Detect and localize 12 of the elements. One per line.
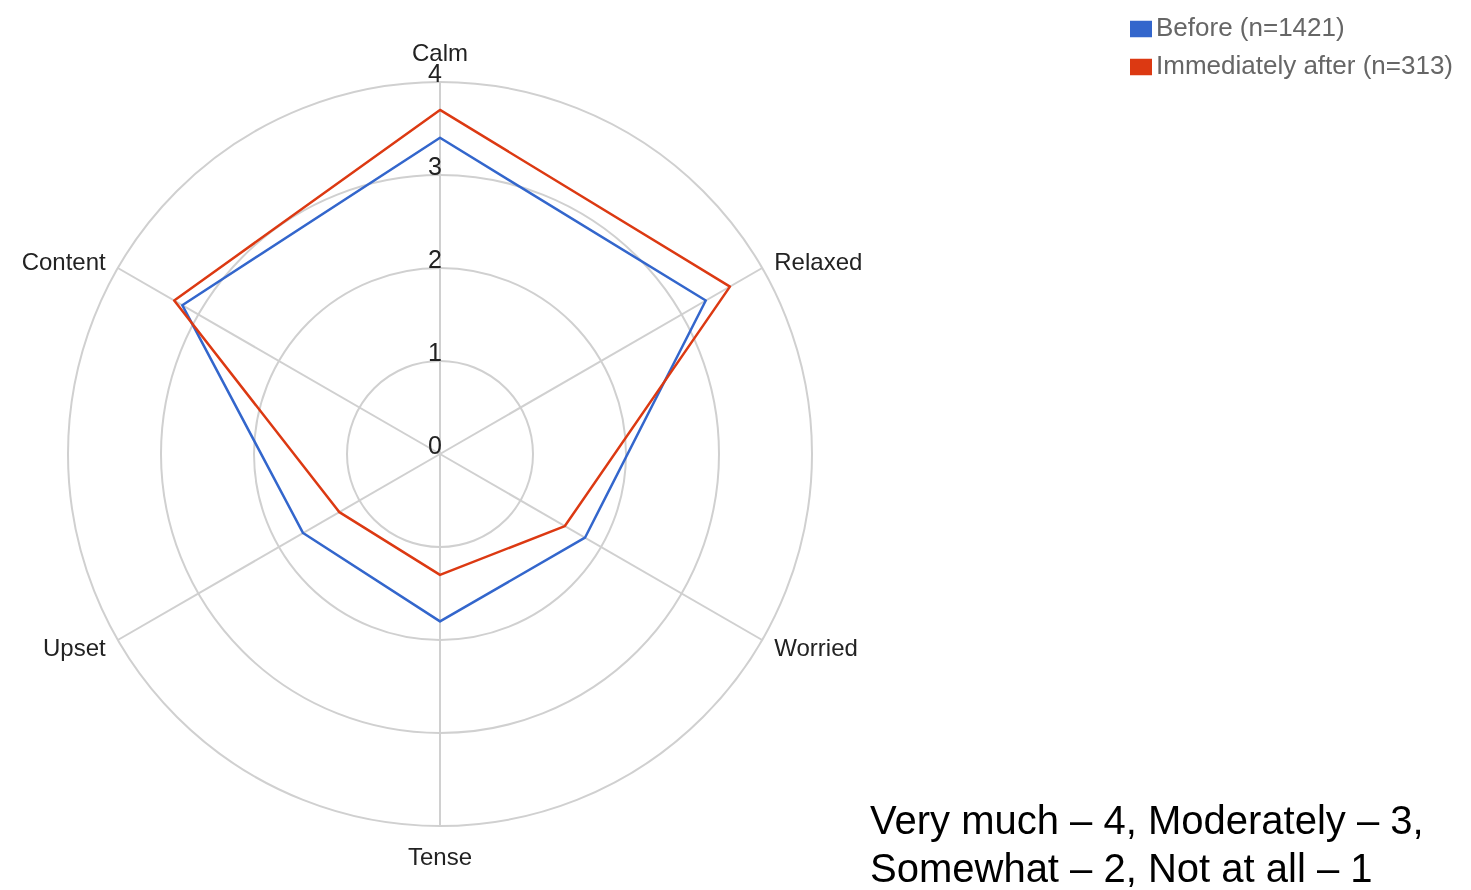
y-tick-label: 2 — [428, 245, 442, 273]
spoke-label: Content — [21, 247, 107, 275]
spoke-label: Relaxed — [774, 247, 863, 275]
spoke-label: Tense — [407, 842, 473, 870]
text: Very much – 4, Moderately – 3, Somewhat – 2, Not at all – 1 — [870, 797, 1425, 890]
y-tick-label: 1 — [428, 338, 442, 366]
y-tick-label: 0 — [428, 431, 442, 459]
legend-label: Immediately after (n=313) — [1156, 50, 1453, 80]
legend-label: Before (n=1421) — [1156, 12, 1345, 42]
spoke-label: Upset — [43, 633, 107, 661]
y-tick-label: 3 — [428, 152, 442, 180]
spoke-label: Worried — [774, 633, 858, 661]
